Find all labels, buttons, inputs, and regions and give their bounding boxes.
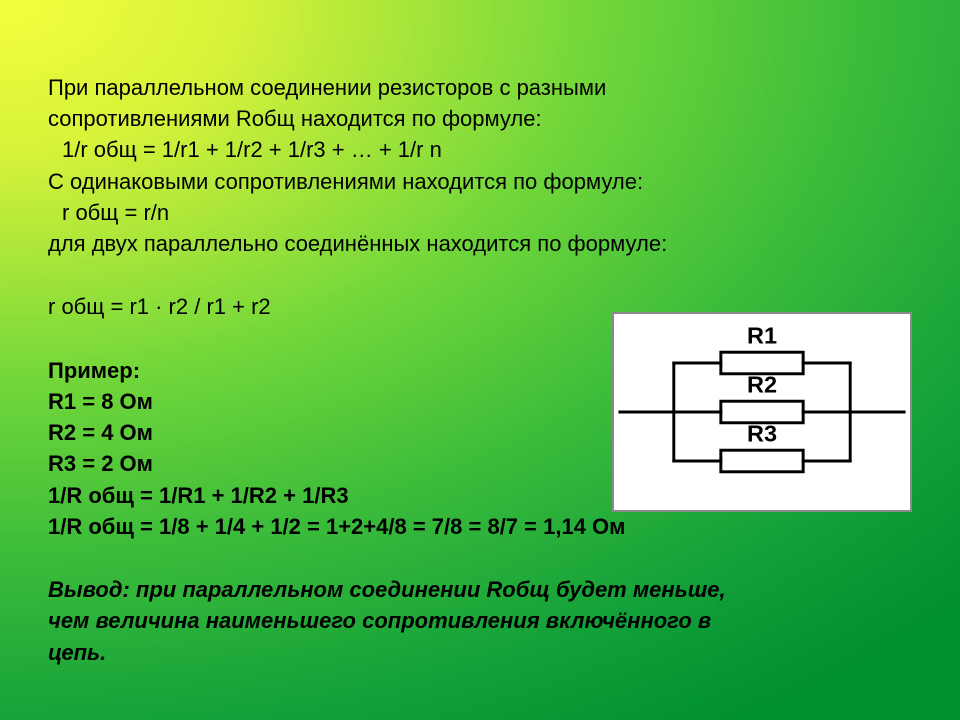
spacer [48, 542, 918, 574]
resistor-label: R1 [747, 323, 777, 349]
conclusion-line: чем величина наименьшего сопротивления в… [48, 605, 918, 636]
text-line: С одинаковыми сопротивлениями находится … [48, 166, 918, 197]
conclusion-line: цепь. [48, 637, 918, 668]
formula-line: 1/r общ = 1/r1 + 1/r2 + 1/r3 + … + 1/r n [48, 134, 918, 165]
text-line: сопротивлениями Rобщ находится по формул… [48, 103, 918, 134]
text-line: При параллельном соединении резисторов с… [48, 72, 918, 103]
resistor-label: R3 [747, 421, 777, 447]
resistor-label: R2 [747, 372, 777, 398]
example-line: 1/R общ = 1/8 + 1/4 + 1/2 = 1+2+4/8 = 7/… [48, 511, 918, 542]
text-line: для двух параллельно соединённых находит… [48, 228, 918, 259]
circuit-svg: R1 R2 R3 [614, 314, 910, 510]
conclusion-line: Вывод: при параллельном соединении Rобщ … [48, 574, 918, 605]
circuit-diagram: R1 R2 R3 [612, 312, 912, 512]
spacer [48, 259, 918, 291]
formula-line: r общ = r/n [48, 197, 918, 228]
